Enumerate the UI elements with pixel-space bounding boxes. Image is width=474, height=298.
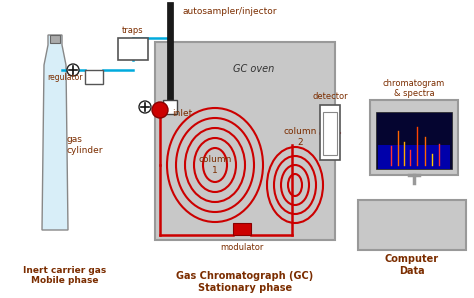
Bar [378,145,450,169]
Text: detector: detector [312,92,348,101]
Bar [358,200,466,250]
Text: modulator: modulator [220,243,264,252]
Text: chromatogram
& spectra: chromatogram & spectra [383,79,445,98]
Bar [323,112,337,155]
Text: GC oven: GC oven [233,64,274,74]
Text: column
1: column 1 [198,155,232,175]
Circle shape [152,102,168,118]
Bar [118,38,148,60]
Text: regulator: regulator [47,72,83,81]
Polygon shape [42,35,68,230]
Bar [163,100,177,114]
Bar [155,42,335,240]
Bar [233,223,251,235]
Text: inlet: inlet [172,109,192,119]
Text: gas
cylinder: gas cylinder [67,135,103,155]
Bar [320,105,340,160]
Circle shape [67,64,79,76]
Text: autosampler/injector: autosampler/injector [183,7,277,16]
Bar [50,35,60,43]
Text: Inert carrier gas
Mobile phase: Inert carrier gas Mobile phase [23,266,107,285]
Bar [376,112,452,169]
Bar [167,2,173,110]
Bar [370,100,458,175]
Text: Computer
Data: Computer Data [385,254,439,276]
Text: traps: traps [122,26,144,35]
Bar [85,70,103,84]
Text: Gas Chromatograph (GC)
Stationary phase: Gas Chromatograph (GC) Stationary phase [176,271,314,293]
Circle shape [139,101,151,113]
Text: column
2: column 2 [283,127,317,147]
